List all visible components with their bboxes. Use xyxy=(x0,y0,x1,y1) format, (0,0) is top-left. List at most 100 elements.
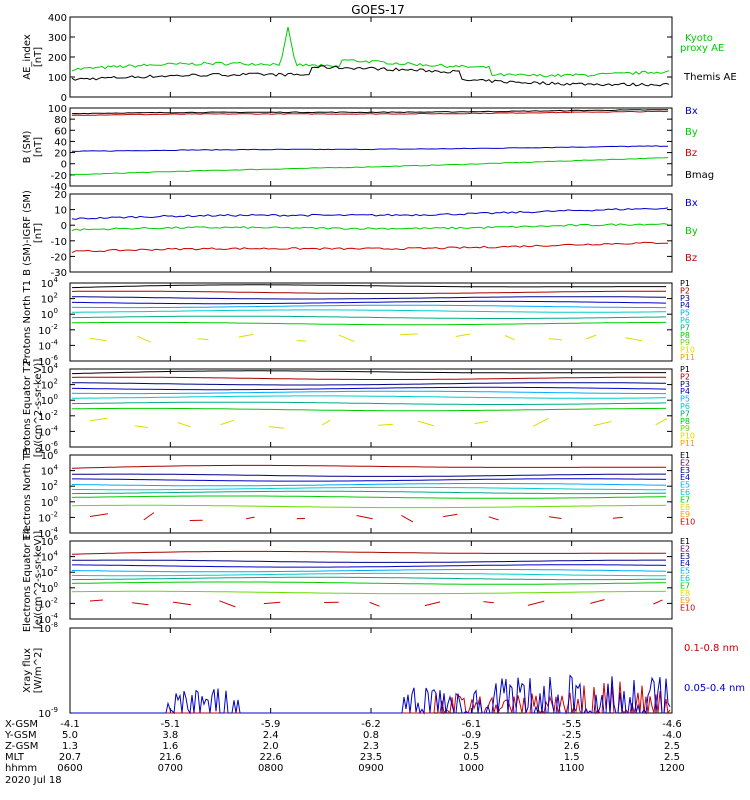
y-tick-label: -20 xyxy=(51,171,67,182)
y-tick-label: -30 xyxy=(51,268,67,279)
series-channel-sparse xyxy=(137,335,152,343)
series-channel-sparse xyxy=(455,333,471,337)
footer-value: -4.6 xyxy=(662,719,682,730)
legend-xray-short: 0.05-0.4 nm xyxy=(684,683,745,694)
y-axis-label: AE_index xyxy=(22,34,33,80)
footer-value: 21.6 xyxy=(159,752,181,763)
y-axis-unit: [nT] xyxy=(33,223,44,243)
series-channel-sparse xyxy=(474,420,489,425)
series-channel-5 xyxy=(71,572,666,577)
series-channel-sparse xyxy=(132,602,149,606)
series-bz xyxy=(71,241,668,254)
footer-value: 0600 xyxy=(57,763,82,774)
series-channel-5 xyxy=(71,486,666,491)
series-channel-sparse xyxy=(369,601,380,607)
panel-3: 20 10 0 -10 -20 -30 B (SM)-IGRF (SM) [nT] Bx By Bz xyxy=(22,190,698,279)
series-channel-sparse xyxy=(321,419,331,426)
panel-frame xyxy=(69,16,673,98)
series-channel-sparse xyxy=(593,421,612,427)
y-axis-unit: [nT] xyxy=(33,137,44,157)
series-channel-1 xyxy=(71,550,666,555)
footer-label-1: Y-GSM xyxy=(4,730,37,741)
series-channel-4 xyxy=(71,483,667,487)
series-channel-sparse xyxy=(612,516,623,519)
series-bx xyxy=(71,207,669,220)
series-bx xyxy=(71,145,669,152)
footer-value: -5.5 xyxy=(562,719,582,730)
series-channel-sparse xyxy=(532,417,549,427)
series-channel-sparse xyxy=(488,516,499,521)
footer-value: 1.5 xyxy=(564,752,580,763)
y-tick-label: 10-8 xyxy=(38,621,58,635)
footer-value: 0900 xyxy=(358,763,383,774)
y-tick-label: 104 xyxy=(41,362,59,376)
series-channel-sparse xyxy=(296,340,306,342)
y-tick-label: 200 xyxy=(48,53,67,64)
footer-label-2: Z-GSM xyxy=(5,741,38,752)
legend-e5: E5 xyxy=(680,481,690,490)
footer-value: 20.7 xyxy=(59,752,81,763)
legend-p3: P3 xyxy=(680,380,690,389)
footer-value: 2.4 xyxy=(263,730,279,741)
series-channel-sparse xyxy=(134,425,148,428)
y-tick-label: 100 xyxy=(48,73,67,84)
series-channel-sparse xyxy=(268,426,285,429)
footer-value: 5.0 xyxy=(62,730,78,741)
series-channel-6 xyxy=(71,576,667,581)
series-channel-7 xyxy=(71,315,667,319)
series-channel-8 xyxy=(71,321,666,326)
y-tick-label: 10-4 xyxy=(38,612,58,626)
series-channel-4 xyxy=(71,569,667,573)
series-channel-sparse xyxy=(424,601,441,607)
footer-value: 1.3 xyxy=(62,741,78,752)
footer-value: -0.9 xyxy=(462,730,482,741)
footer-value: 2.5 xyxy=(463,741,479,752)
series-channel-6 xyxy=(71,490,667,495)
series-channel-sparse xyxy=(590,599,605,604)
legend-e7: E7 xyxy=(680,581,690,590)
legend-bz: Bz xyxy=(685,253,697,264)
series-channel-1 xyxy=(71,370,666,375)
y-tick-label: 102 xyxy=(41,378,58,392)
footer-value: 1000 xyxy=(459,763,484,774)
series-channel-sparse xyxy=(219,600,236,608)
legend-themis-ae: Themis AE xyxy=(683,72,737,83)
series-by xyxy=(71,157,669,176)
series-channel-6 xyxy=(72,395,666,399)
legend-p10: P10 xyxy=(680,432,695,441)
legend-bx: Bx xyxy=(685,198,698,209)
y-tick-label: 102 xyxy=(41,479,58,493)
legend-e6: E6 xyxy=(680,574,690,583)
series-channel-8 xyxy=(71,590,667,595)
legend-xray-long: 0.1-0.8 nm xyxy=(684,643,739,654)
legend-e8: E8 xyxy=(680,589,690,598)
footer-value: -5.9 xyxy=(261,719,281,730)
series-channel-3 xyxy=(72,296,667,300)
y-tick-label: 0 xyxy=(61,221,67,232)
legend-e5: E5 xyxy=(680,567,690,576)
y-axis-unit: [W/m^2] xyxy=(33,648,44,694)
series-channel-4 xyxy=(72,300,667,305)
series-channel-sparse xyxy=(338,334,355,343)
y-axis-label: Protons Equator T2 xyxy=(22,360,33,456)
panel-frame xyxy=(69,193,673,273)
y-tick-label: -20 xyxy=(51,252,67,263)
footer-value: 1100 xyxy=(559,763,584,774)
series-channel-sparse xyxy=(220,419,235,426)
legend-p9: P9 xyxy=(680,338,690,347)
series-channel-5 xyxy=(71,304,666,309)
legend-p6: P6 xyxy=(680,316,690,325)
footer-label-3: MLT xyxy=(5,752,25,763)
y-tick-label: 10-9 xyxy=(38,706,58,720)
series-channel-2 xyxy=(71,473,666,477)
legend-p9: P9 xyxy=(680,424,690,433)
legend-p10: P10 xyxy=(680,346,695,355)
legend-e9: E9 xyxy=(680,510,690,519)
footer-value: -4.1 xyxy=(60,719,80,730)
footer-value: 0800 xyxy=(258,763,283,774)
legend-e2: E2 xyxy=(680,544,690,553)
legend-p4: P4 xyxy=(680,301,690,310)
